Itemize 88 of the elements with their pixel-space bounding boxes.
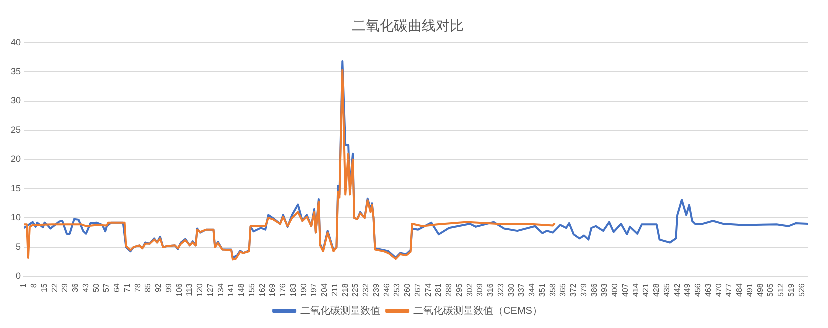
x-tick-label: 36	[71, 283, 80, 293]
x-tick-label: 442	[672, 283, 682, 298]
x-tick-label: 372	[569, 283, 578, 298]
x-tick-label: 211	[330, 283, 340, 296]
x-tick-label: 134	[216, 283, 226, 298]
x-tick-label: 316	[486, 283, 496, 298]
x-tick-label: 358	[548, 283, 558, 298]
x-tick-label: 330	[506, 283, 516, 298]
x-tick-label: 295	[454, 283, 464, 298]
x-tick-label: 302	[465, 283, 474, 298]
x-tick-label: 197	[310, 283, 319, 298]
x-tick-label: 498	[756, 283, 765, 298]
x-tick-label: 190	[299, 283, 308, 298]
x-tick-label: 15	[40, 283, 49, 293]
x-tick-label: 274	[424, 283, 433, 298]
x-tick-label: 85	[144, 283, 153, 293]
x-tick-label: 246	[382, 283, 392, 298]
x-tick-label: 155	[247, 283, 256, 298]
x-tick-label: 176	[278, 283, 288, 298]
x-tick-label: 428	[652, 283, 662, 298]
x-tick-label: 162	[258, 283, 267, 298]
x-tick-label: 43	[81, 283, 90, 293]
legend-label: 二氧化碳测量数值（CEMS）	[414, 304, 542, 317]
x-tick-label: 337	[517, 283, 526, 298]
y-tick-label: 35	[10, 66, 22, 77]
x-tick-label: 8	[30, 283, 39, 288]
x-tick-label: 386	[590, 283, 599, 298]
x-tick-label: 64	[112, 283, 122, 293]
chart-title: 二氧化碳曲线对比	[352, 17, 464, 34]
x-tick-label: 169	[268, 283, 278, 298]
y-tick-label: 10	[10, 212, 22, 223]
x-tick-label: 449	[683, 283, 692, 298]
x-tick-label: 225	[351, 283, 360, 298]
x-tick-label: 400	[610, 283, 620, 298]
x-tick-label: 141	[226, 283, 236, 298]
x-tick-label: 113	[185, 283, 194, 296]
x-tick-label: 78	[133, 283, 142, 293]
x-tick-label: 505	[766, 283, 776, 298]
x-tick-label: 344	[528, 283, 537, 298]
x-tick-label: 365	[558, 283, 568, 298]
x-tick-label: 407	[620, 283, 630, 298]
x-tick-label: 414	[631, 283, 640, 298]
y-tick-label: 40	[10, 37, 22, 48]
x-tick-label: 57	[102, 283, 112, 293]
x-tick-label: 71	[122, 283, 132, 293]
x-tick-label: 526	[797, 283, 806, 298]
x-tick-label: 127	[206, 283, 215, 298]
x-tick-label: 260	[403, 283, 412, 298]
x-tick-label: 351	[538, 283, 547, 298]
y-tick-label: 15	[10, 183, 22, 194]
x-tick-label: 106	[174, 283, 184, 298]
x-tick-label: 421	[642, 283, 651, 298]
x-tick-label: 477	[724, 283, 734, 298]
x-tick-label: 183	[288, 283, 298, 298]
x-tick-label: 288	[444, 283, 454, 298]
x-tick-label: 29	[60, 283, 70, 293]
x-tick-label: 323	[496, 283, 506, 298]
x-tick-label: 218	[340, 283, 350, 298]
x-tick-label: 463	[704, 283, 713, 298]
x-tick-label: 99	[164, 283, 174, 293]
x-tick-label: 253	[392, 283, 402, 298]
x-tick-label: 267	[413, 283, 422, 298]
y-tick-label: 0	[16, 271, 22, 282]
legend-label: 二氧化碳测量数值	[300, 304, 381, 317]
y-tick-label: 5	[16, 242, 22, 252]
x-tick-label: 470	[714, 283, 724, 298]
x-tick-label: 512	[776, 283, 786, 298]
x-tick-label: 22	[50, 283, 60, 293]
y-tick-label: 30	[10, 96, 22, 106]
x-tick-label: 281	[434, 283, 444, 298]
y-tick-label: 25	[10, 124, 22, 135]
x-tick-label: 1	[19, 283, 28, 288]
x-tick-label: 232	[362, 283, 371, 298]
x-tick-label: 456	[694, 283, 703, 298]
x-tick-label: 309	[476, 283, 485, 298]
x-tick-label: 491	[745, 283, 754, 298]
x-tick-label: 393	[600, 283, 610, 298]
x-tick-label: 379	[579, 283, 588, 298]
y-tick-label: 20	[10, 154, 22, 164]
x-tick-label: 120	[196, 283, 205, 298]
x-tick-label: 50	[92, 283, 101, 293]
x-tick-label: 484	[735, 283, 744, 298]
x-tick-label: 239	[372, 283, 381, 298]
x-tick-label: 92	[154, 283, 164, 293]
x-tick-label: 148	[237, 283, 246, 298]
x-tick-label: 519	[786, 283, 796, 298]
x-tick-label: 204	[320, 283, 330, 298]
x-tick-label: 435	[662, 283, 672, 298]
